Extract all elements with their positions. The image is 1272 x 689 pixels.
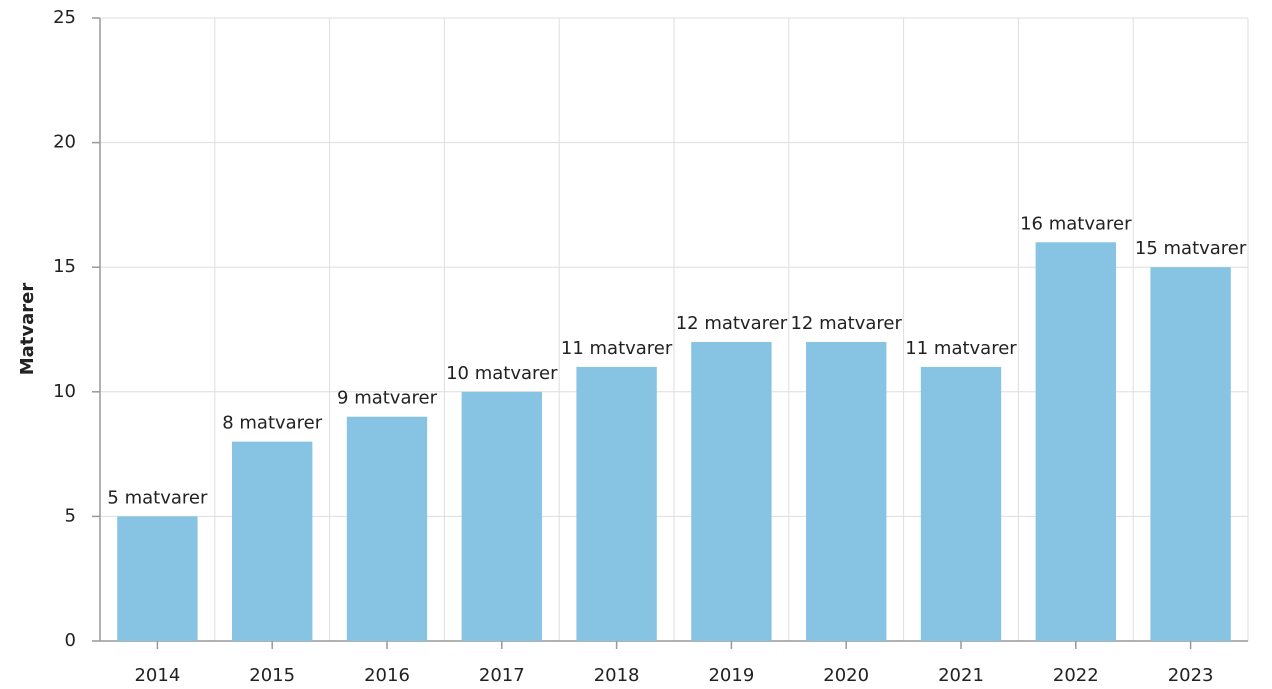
x-tick-label: 2022 xyxy=(1053,665,1099,686)
bar xyxy=(576,366,657,641)
y-tick-label: 20 xyxy=(53,132,76,153)
x-tick-label: 2014 xyxy=(134,665,180,686)
x-tick-label: 2023 xyxy=(1168,665,1214,686)
x-tick-label: 2019 xyxy=(708,665,754,686)
bar xyxy=(920,366,1002,641)
data-label: 16 matvarer xyxy=(1020,213,1132,234)
data-label: 8 matvarer xyxy=(222,413,323,434)
data-label: 10 matvarer xyxy=(446,363,558,384)
y-tick-label: 15 xyxy=(53,256,76,277)
data-label: 15 matvarer xyxy=(1135,238,1247,259)
x-tick-label: 2018 xyxy=(594,665,640,686)
bar xyxy=(1150,267,1231,641)
y-tick-label: 0 xyxy=(65,630,76,651)
bar xyxy=(346,416,428,641)
data-label: 12 matvarer xyxy=(676,313,788,334)
x-tick-label: 2020 xyxy=(823,665,869,686)
y-axis-label: Matvarer xyxy=(17,283,38,376)
bar xyxy=(232,441,313,641)
x-tick-label: 2017 xyxy=(479,665,525,686)
bar xyxy=(117,516,198,641)
y-tick-label: 5 xyxy=(65,505,76,526)
y-tick-label: 10 xyxy=(53,381,76,402)
bar xyxy=(461,391,542,641)
y-tick-label: 25 xyxy=(53,7,76,28)
data-label: 9 matvarer xyxy=(337,388,438,409)
data-label: 11 matvarer xyxy=(561,338,673,359)
bar xyxy=(1035,242,1116,641)
bar xyxy=(806,341,887,641)
data-label: 11 matvarer xyxy=(905,338,1017,359)
bar xyxy=(691,341,772,641)
data-label: 5 matvarer xyxy=(107,487,208,508)
data-label: 12 matvarer xyxy=(790,313,902,334)
x-tick-label: 2016 xyxy=(364,665,410,686)
x-tick-label: 2021 xyxy=(938,665,984,686)
x-tick-label: 2015 xyxy=(249,665,295,686)
